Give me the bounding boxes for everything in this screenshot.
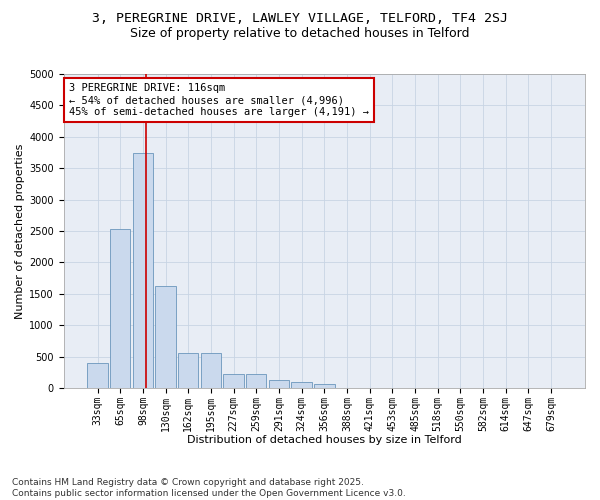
Bar — [155, 286, 176, 388]
Bar — [201, 353, 221, 388]
Bar — [246, 374, 266, 388]
Text: Contains HM Land Registry data © Crown copyright and database right 2025.
Contai: Contains HM Land Registry data © Crown c… — [12, 478, 406, 498]
X-axis label: Distribution of detached houses by size in Telford: Distribution of detached houses by size … — [187, 435, 461, 445]
Bar — [110, 229, 130, 388]
Text: Size of property relative to detached houses in Telford: Size of property relative to detached ho… — [130, 28, 470, 40]
Text: 3 PEREGRINE DRIVE: 116sqm
← 54% of detached houses are smaller (4,996)
45% of se: 3 PEREGRINE DRIVE: 116sqm ← 54% of detac… — [69, 84, 369, 116]
Bar — [269, 380, 289, 388]
Y-axis label: Number of detached properties: Number of detached properties — [15, 144, 25, 318]
Bar — [314, 384, 335, 388]
Bar — [178, 353, 199, 388]
Bar — [88, 364, 108, 388]
Bar — [292, 382, 312, 388]
Bar — [133, 153, 153, 388]
Text: 3, PEREGRINE DRIVE, LAWLEY VILLAGE, TELFORD, TF4 2SJ: 3, PEREGRINE DRIVE, LAWLEY VILLAGE, TELF… — [92, 12, 508, 26]
Bar — [223, 374, 244, 388]
